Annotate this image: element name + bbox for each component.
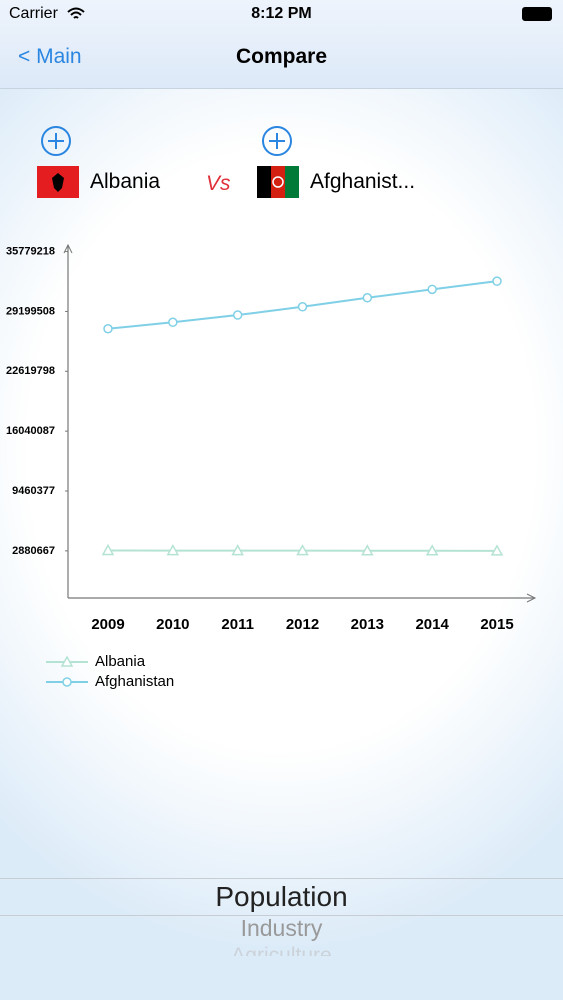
point — [297, 302, 308, 312]
chart: 2880667 9460377 16040087 22619798 29199508 35… — [6, 243, 537, 690]
picker-item[interactable]: Population — [215, 881, 348, 912]
vs-label: Vs — [206, 172, 231, 195]
picker[interactable]: Population Industry Agriculture — [0, 880, 563, 956]
picker-selection — [0, 878, 563, 916]
picker-item[interactable]: Industry — [240, 915, 323, 941]
picker-item[interactable]: Agriculture — [231, 944, 332, 956]
legend-label: Afghanistan — [95, 673, 174, 690]
point — [427, 284, 437, 295]
x-tick-label: 2010 — [156, 616, 189, 633]
point — [361, 544, 374, 556]
add-left-button[interactable] — [40, 125, 74, 159]
left-country[interactable]: Albania — [90, 170, 161, 193]
y-tick-label: 35779218 — [6, 245, 55, 257]
point — [166, 544, 180, 556]
y-axis-arrow — [63, 243, 73, 254]
wifi-icon — [67, 7, 85, 19]
legend-label: Albania — [95, 653, 146, 670]
y-tick-label: 22619798 — [6, 365, 55, 377]
point — [101, 543, 115, 556]
point — [490, 544, 504, 556]
point — [168, 317, 178, 328]
x-tick-label: 2011 — [221, 616, 254, 633]
y-tick-label: 29199508 — [6, 305, 55, 317]
battery — [522, 7, 552, 21]
point — [362, 293, 373, 303]
point — [296, 544, 309, 556]
point — [62, 677, 72, 687]
y-tick-label: 2880667 — [12, 545, 55, 557]
afghanistan-flag — [257, 166, 299, 198]
x-axis-arrow — [526, 593, 537, 603]
x-tick-label: 2014 — [415, 616, 449, 633]
point — [60, 655, 74, 667]
y-tick-label: 9460377 — [12, 485, 55, 497]
point — [425, 544, 439, 556]
carrier: Carrier — [9, 5, 58, 22]
albania-flag — [37, 166, 79, 198]
x-tick-label: 2015 — [480, 616, 513, 633]
point — [103, 324, 113, 334]
time: 8:12 PM — [251, 5, 312, 22]
x-tick-label: 2009 — [91, 616, 124, 633]
x-tick-label: 2013 — [351, 616, 384, 633]
add-right-button[interactable] — [261, 125, 295, 159]
top-bar — [0, 0, 563, 89]
y-tick-label: 16040087 — [6, 425, 55, 437]
x-tick-label: 2012 — [286, 616, 319, 633]
right-country[interactable]: Afghanist... — [310, 170, 416, 193]
point — [231, 544, 244, 556]
point — [232, 310, 243, 320]
back-button[interactable]: < Main — [18, 45, 82, 68]
point — [492, 276, 502, 286]
